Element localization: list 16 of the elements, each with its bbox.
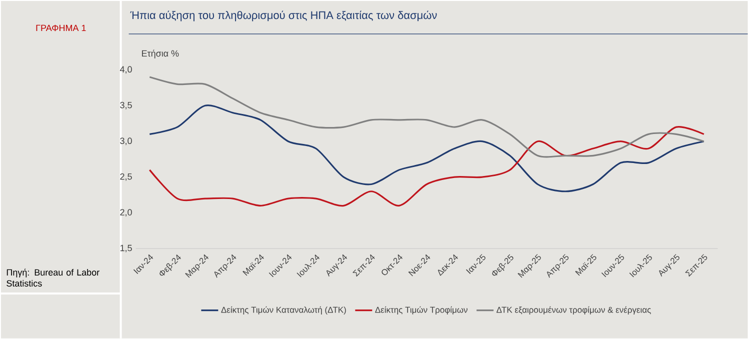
line-series [148,126,705,206]
y-tick-label: 1,5 [120,244,132,252]
y-tick-label: 2,0 [120,208,132,216]
chart-title: Ήπια αύξηση του πληθωρισμού στις ΗΠΑ εξαιτίας των δασμών [130,10,437,22]
line-series [148,104,705,192]
line-series [148,76,705,158]
text: Πηγή: Bureau of Labor Statistics [6,268,100,286]
y-tick-label: 4,0 [120,66,132,74]
y-tick-label: 3,5 [120,102,132,110]
y-tick-label: 2,5 [120,173,132,181]
text: ΓΡΑΦΗΜΑ 1 [36,24,86,31]
legend-label: Δείκτης Τιμών Καταναλωτή (ΔΤΚ) [221,306,346,314]
y-tick-label: 3,0 [120,137,132,145]
legend-label: Δείκτης Τιμών Τροφίμων [375,306,468,314]
y-axis-title: Ετήσια % [142,50,179,58]
legend-label: ΔΤΚ εξαιρουμένων τροφίμων & ενέργειας [496,306,651,314]
